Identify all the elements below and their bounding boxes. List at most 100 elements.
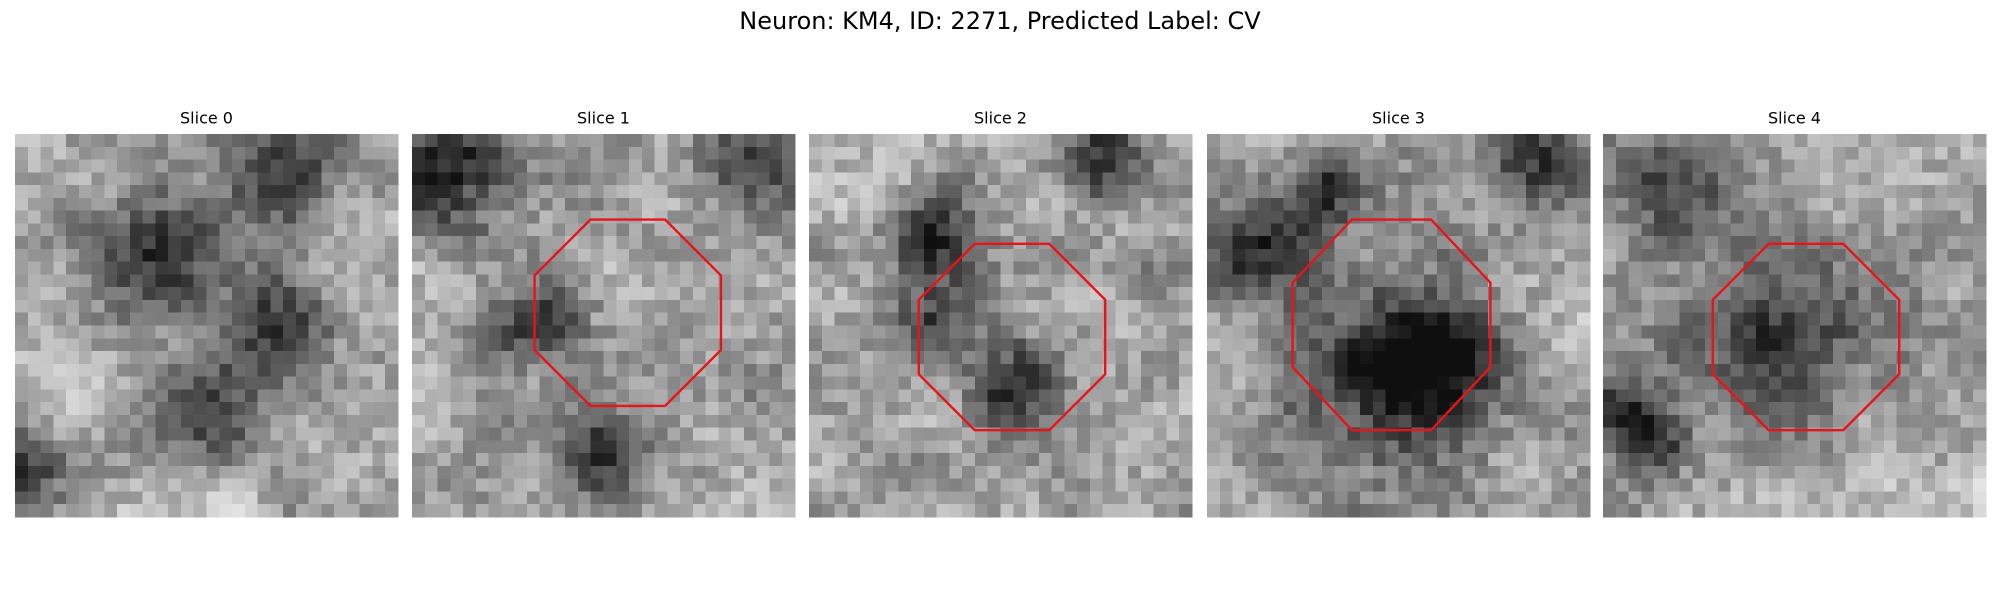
- pixel: [1513, 287, 1527, 301]
- pixel: [1666, 312, 1680, 326]
- pixel: [219, 389, 233, 403]
- pixel: [514, 338, 528, 352]
- pixel: [911, 210, 925, 224]
- pixel: [769, 159, 783, 173]
- pixel: [321, 287, 335, 301]
- pixel: [1564, 427, 1578, 441]
- pixel: [193, 159, 207, 173]
- pixel: [232, 491, 246, 505]
- pixel: [1628, 134, 1642, 148]
- pixel: [1347, 389, 1361, 403]
- pixel: [1692, 274, 1706, 288]
- pixel: [450, 274, 464, 288]
- pixel: [1947, 325, 1961, 339]
- pixel: [577, 146, 592, 160]
- pixel: [1743, 351, 1757, 365]
- pixel: [821, 376, 835, 390]
- pixel: [308, 453, 322, 467]
- pixel: [1309, 248, 1323, 263]
- pixel: [1385, 414, 1399, 429]
- pixel: [385, 134, 399, 148]
- pixel: [1781, 414, 1795, 429]
- pixel: [514, 440, 528, 454]
- pixel: [680, 478, 694, 492]
- pixel: [885, 172, 899, 186]
- pixel: [1628, 427, 1642, 441]
- pixel: [1115, 376, 1129, 390]
- pixel: [1794, 287, 1808, 301]
- pixel: [962, 210, 976, 224]
- pixel: [1475, 414, 1489, 429]
- pixel: [821, 197, 835, 211]
- pixel: [949, 363, 963, 377]
- pixel: [219, 248, 233, 263]
- pixel: [1013, 146, 1027, 160]
- pixel: [142, 312, 156, 326]
- pixel: [526, 440, 541, 454]
- pixel: [334, 453, 348, 467]
- pixel: [680, 134, 694, 148]
- pixel: [1896, 159, 1910, 173]
- pixel: [1551, 248, 1565, 263]
- pixel: [1179, 325, 1193, 339]
- pixel: [743, 414, 758, 429]
- pixel: [1245, 376, 1259, 390]
- pixel: [385, 172, 399, 186]
- pixel: [1526, 504, 1540, 518]
- pixel: [1140, 312, 1155, 326]
- pixel: [1692, 427, 1706, 441]
- pixel: [1360, 453, 1374, 467]
- pixel: [1462, 172, 1476, 186]
- pixel: [1179, 197, 1193, 211]
- pixel: [1781, 440, 1795, 454]
- pixel: [1296, 312, 1310, 326]
- pixel: [1153, 478, 1167, 492]
- pixel: [923, 185, 938, 199]
- pixel: [372, 134, 386, 148]
- pixel: [1411, 236, 1425, 250]
- pixel: [654, 338, 668, 352]
- pixel: [1756, 134, 1770, 148]
- pixel: [987, 389, 1001, 403]
- pixel: [104, 274, 118, 288]
- pixel: [1207, 248, 1221, 263]
- pixel: [501, 351, 515, 365]
- pixel: [1179, 338, 1193, 352]
- pixel: [1051, 287, 1065, 301]
- pixel: [346, 299, 361, 314]
- pixel: [1128, 146, 1142, 160]
- pixel: [1140, 504, 1155, 518]
- pixel: [372, 287, 386, 301]
- pixel: [488, 338, 502, 352]
- pixel: [1077, 261, 1091, 275]
- pixel: [1768, 287, 1783, 301]
- pixel: [847, 325, 861, 339]
- pixel: [1270, 134, 1284, 148]
- pixel: [603, 389, 617, 403]
- pixel: [1641, 248, 1655, 263]
- pixel: [1449, 236, 1463, 250]
- pixel: [577, 325, 592, 339]
- pixel: [129, 414, 144, 429]
- pixel: [1398, 363, 1412, 377]
- pixel: [129, 351, 144, 365]
- pixel: [244, 440, 258, 454]
- pixel: [1475, 402, 1489, 416]
- pixel: [1794, 504, 1808, 518]
- pixel: [782, 172, 796, 186]
- pixel: [1245, 465, 1259, 480]
- pixel: [1564, 351, 1578, 365]
- pixel: [53, 248, 67, 263]
- pixel: [78, 197, 92, 211]
- pixel: [885, 414, 899, 429]
- pixel: [949, 351, 963, 365]
- pixel: [1424, 236, 1438, 250]
- pixel: [1026, 248, 1040, 263]
- pixel: [1424, 223, 1438, 237]
- pixel: [1334, 453, 1348, 467]
- pixel: [949, 414, 963, 429]
- pixel: [1296, 427, 1310, 441]
- pixel: [91, 261, 105, 275]
- pixel: [129, 376, 144, 390]
- pixel: [1089, 223, 1104, 237]
